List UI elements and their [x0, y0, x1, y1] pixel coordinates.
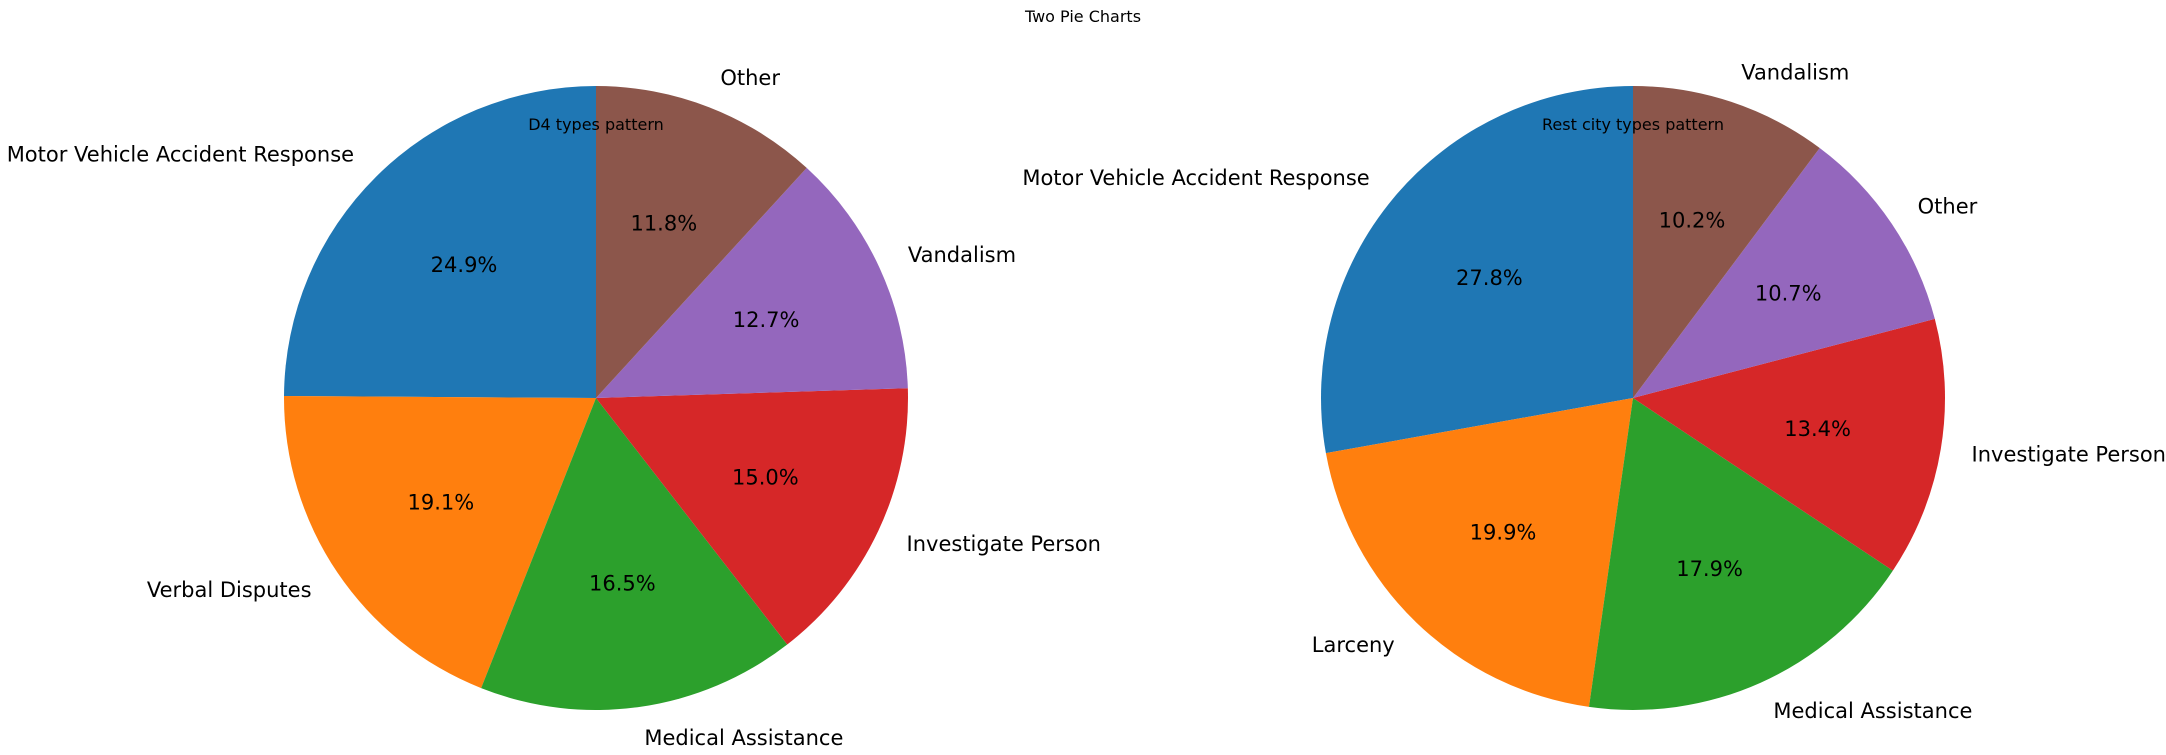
pie-slice-vandalism: [596, 167, 908, 398]
pie-category-label: Motor Vehicle Accident Response: [1022, 166, 1369, 190]
pie-slice-verbal-disputes: [284, 396, 596, 689]
pie-percent-label: 13.4%: [1784, 417, 1851, 441]
pie-slice-vandalism: [1633, 86, 1820, 398]
pie-percent-label: 15.0%: [732, 466, 799, 490]
pie-percent-label: 12.7%: [733, 308, 800, 332]
pie-slice-other: [596, 86, 807, 398]
pie-percent-label: 19.9%: [1470, 521, 1537, 545]
pie-category-label: Other: [1918, 194, 1978, 218]
pie-slice-larceny: [1325, 398, 1633, 707]
figure-title: Two Pie Charts: [1024, 7, 1142, 26]
pie-slice-medical-assistance: [481, 398, 788, 710]
pie-category-label: Motor Vehicle Accident Response: [7, 143, 354, 167]
pie-title-d4: D4 types pattern: [528, 115, 664, 134]
pie-category-label: Larceny: [1312, 633, 1395, 657]
pie-slice-medical-assistance: [1588, 398, 1893, 710]
pie-percent-label: 16.5%: [589, 571, 656, 595]
pie-percent-label: 27.8%: [1456, 266, 1523, 290]
pie-category-label: Vandalism: [908, 243, 1016, 267]
pie-slice-other: [1633, 148, 1935, 398]
pie-slice-investigate-person: [596, 388, 909, 645]
pie-title-rest-city: Rest city types pattern: [1542, 115, 1724, 134]
pie-category-label: Investigate Person: [1972, 442, 2166, 466]
pie-category-label: Investigate Person: [907, 532, 1101, 556]
pie-percent-label: 24.9%: [431, 253, 498, 277]
pie-category-label: Medical Assistance: [1773, 699, 1972, 723]
pie-category-label: Medical Assistance: [644, 726, 843, 750]
pie-percent-label: 10.7%: [1755, 281, 1822, 305]
pie-chart-rest-city: 27.8% Motor Vehicle Accident Response 19.9…: [1022, 60, 2166, 723]
pie-category-label: Verbal Disputes: [147, 578, 312, 602]
pie-slice-investigate-person: [1633, 318, 1945, 571]
pie-category-label: Vandalism: [1741, 60, 1849, 84]
pie-percent-label: 10.2%: [1659, 208, 1726, 232]
pie-percent-label: 19.1%: [407, 491, 474, 515]
pie-percent-label: 11.8%: [630, 212, 697, 236]
pie-slice-motor-vehicle-accident-response: [284, 86, 596, 398]
pie-category-label: Other: [720, 66, 780, 90]
pie-chart-d4: 24.9% Motor Vehicle Accident Response 19.1…: [7, 66, 1101, 750]
pie-percent-label: 17.9%: [1676, 557, 1743, 581]
pie-slice-motor-vehicle-accident-response: [1321, 86, 1633, 454]
